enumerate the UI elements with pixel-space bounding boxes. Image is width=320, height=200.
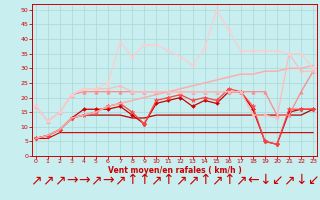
X-axis label: Vent moyen/en rafales ( km/h ): Vent moyen/en rafales ( km/h ) bbox=[108, 166, 241, 175]
